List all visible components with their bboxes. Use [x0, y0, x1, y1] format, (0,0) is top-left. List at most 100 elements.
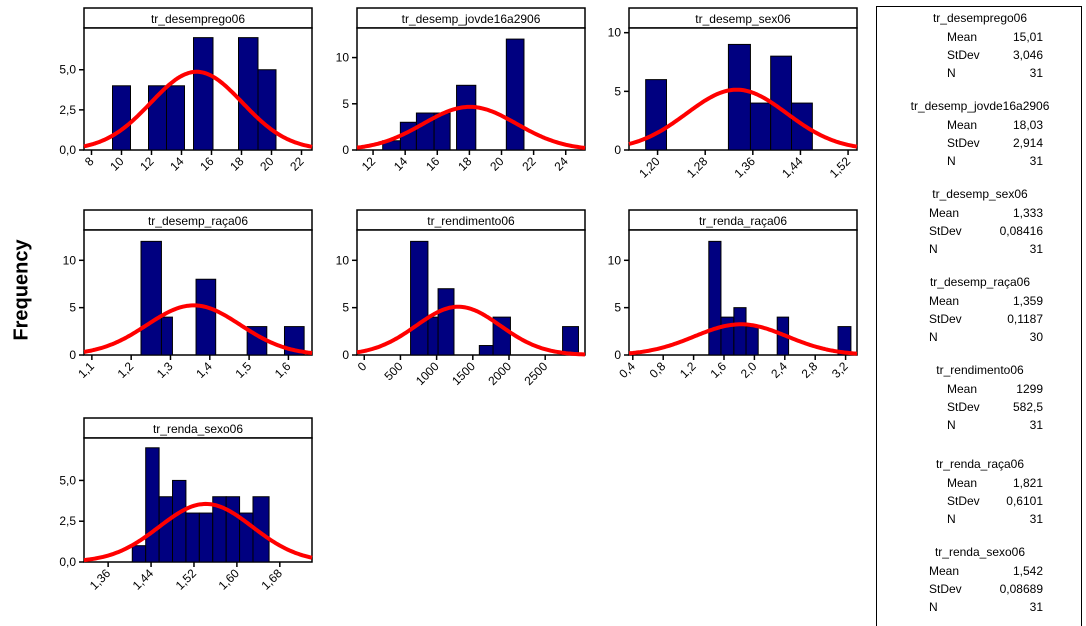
- x-tick-label: 1,60: [216, 566, 243, 593]
- y-tick-label: 0,0: [59, 555, 76, 569]
- x-tick-label: 20: [487, 154, 507, 174]
- stats-n-value: 31: [1029, 600, 1043, 614]
- stats-stdev-value: 0,08416: [999, 224, 1043, 238]
- stats-mean-value: 1,542: [1012, 564, 1043, 578]
- histogram-bar: [158, 496, 174, 563]
- stats-mean-label: Mean: [929, 564, 960, 578]
- histogram-bar: [193, 37, 214, 151]
- stats-mean-label: Mean: [947, 476, 978, 490]
- x-tick-label: 1,6: [272, 359, 294, 381]
- y-tick-label: 5: [342, 301, 349, 315]
- stats-stdev-label: StDev: [947, 494, 980, 508]
- x-tick-label: 1,5: [233, 359, 255, 381]
- stats-variable-name: tr_desemp_raça06: [929, 275, 1031, 289]
- stats-mean-value: 1299: [1016, 382, 1043, 396]
- y-tick-label: 5: [69, 301, 76, 315]
- histogram-bar: [708, 240, 722, 356]
- stats-stdev-label: StDev: [947, 48, 980, 62]
- histogram-bar: [745, 326, 759, 356]
- x-tick-label: 2,4: [768, 359, 790, 381]
- histogram-bar: [427, 316, 439, 356]
- normal-curve: [83, 303, 313, 355]
- x-tick-label: 0,8: [647, 359, 669, 381]
- histogram-bar: [492, 316, 511, 356]
- histogram-bar: [456, 84, 477, 151]
- stats-stdev-value: 0,6101: [1006, 494, 1043, 508]
- x-tick-label: 22: [519, 154, 539, 174]
- stats-n-value: 31: [1029, 66, 1043, 80]
- histogram-bar: [225, 496, 241, 563]
- y-tick-label: 0,0: [59, 143, 76, 157]
- stats-n-label: N: [929, 600, 938, 614]
- histogram-bar: [185, 512, 200, 563]
- histogram-bar: [505, 38, 525, 151]
- x-tick-label: 0,4: [616, 359, 638, 381]
- x-tick-label: 500: [381, 359, 405, 383]
- stats-mean-value: 18,03: [1012, 118, 1043, 132]
- stats-n-label: N: [947, 418, 956, 432]
- x-tick-label: 1,52: [173, 566, 200, 593]
- x-tick-label: 16: [197, 154, 217, 174]
- stats-n-value: 31: [1029, 418, 1043, 432]
- y-tick-label: 10: [608, 253, 622, 267]
- histogram-bar: [172, 479, 187, 563]
- stats-stdev-label: StDev: [947, 136, 980, 150]
- x-tick-label: 20: [257, 154, 277, 174]
- x-tick-label: 1,3: [154, 359, 176, 381]
- stats-stdev-label: StDev: [947, 400, 980, 414]
- stats-stdev-value: 2,914: [1012, 136, 1043, 150]
- x-tick-label: 2,8: [799, 359, 821, 381]
- chart-title: tr_desemp_sex06: [695, 12, 791, 26]
- x-tick-label: 1,68: [259, 566, 286, 593]
- x-tick-label: 8: [82, 154, 97, 169]
- x-tick-label: 1,44: [779, 154, 806, 181]
- stats-variable-name: tr_desemp_sex06: [932, 187, 1028, 201]
- histogram-bar: [720, 316, 735, 356]
- y-tick-label: 2,5: [59, 103, 76, 117]
- histogram-bar: [478, 345, 494, 356]
- histogram-bar: [145, 447, 160, 563]
- x-tick-label: 2000: [485, 359, 514, 388]
- histogram-bar: [749, 102, 772, 151]
- normal-curve: [83, 69, 313, 149]
- x-tick-label: 1,20: [636, 154, 663, 181]
- histogram-bar: [140, 240, 162, 356]
- stats-stdev-label: StDev: [929, 582, 962, 596]
- x-tick-label: 14: [391, 154, 411, 174]
- stats-mean-value: 1,821: [1012, 476, 1043, 490]
- stats-n-label: N: [947, 154, 956, 168]
- x-tick-label: 1,44: [130, 566, 157, 593]
- stats-n-label: N: [947, 66, 956, 80]
- chart-title: tr_renda_raça06: [699, 214, 787, 228]
- stats-n-label: N: [929, 242, 938, 256]
- histogram-bar: [437, 288, 455, 356]
- x-tick-label: 1000: [413, 359, 442, 388]
- stats-mean-label: Mean: [947, 118, 978, 132]
- stats-stdev-value: 0,08689: [999, 582, 1043, 596]
- x-tick-label: 1,52: [827, 154, 854, 181]
- histogram-bar: [837, 326, 852, 356]
- x-tick-label: 12: [137, 154, 157, 174]
- stats-mean-label: Mean: [947, 30, 978, 44]
- stats-stdev-label: StDev: [929, 312, 962, 326]
- y-tick-label: 5: [614, 84, 621, 98]
- histogram-bar: [160, 316, 173, 356]
- x-tick-label: 1,6: [707, 359, 729, 381]
- normal-curve: [628, 322, 858, 356]
- histogram-bar: [727, 43, 751, 151]
- x-tick-label: 0: [355, 359, 370, 374]
- x-tick-label: 10: [107, 154, 127, 174]
- stats-mean-value: 1,333: [1012, 206, 1043, 220]
- histogram-bar: [195, 278, 217, 356]
- stats-mean-value: 1,359: [1012, 294, 1043, 308]
- y-tick-label: 5: [342, 97, 349, 111]
- stats-mean-label: Mean: [929, 206, 960, 220]
- x-tick-label: 1500: [449, 359, 478, 388]
- x-tick-label: 18: [227, 154, 247, 174]
- histogram-bar: [112, 85, 131, 151]
- normal-curve: [83, 501, 313, 563]
- stats-stdev-value: 582,5: [1012, 400, 1043, 414]
- stats-n-value: 30: [1029, 330, 1043, 344]
- y-tick-label: 10: [336, 253, 350, 267]
- stats-stdev-value: 3,046: [1012, 48, 1043, 62]
